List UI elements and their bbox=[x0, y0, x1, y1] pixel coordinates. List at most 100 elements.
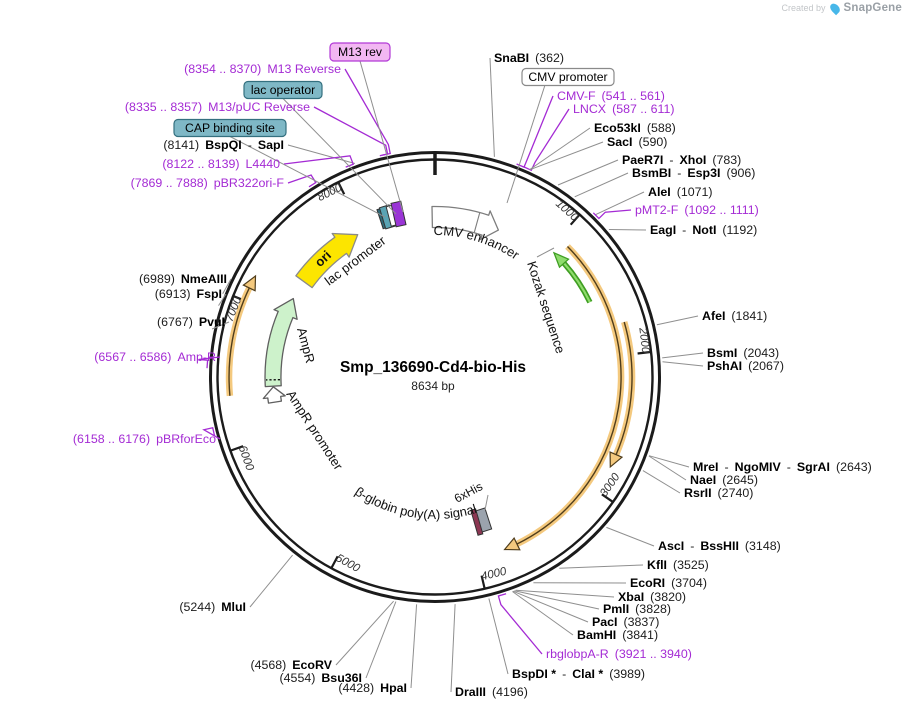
callout-line bbox=[557, 159, 619, 186]
features-layer bbox=[225, 200, 636, 551]
feature-band-ampr[interactable] bbox=[264, 297, 298, 388]
callout-line bbox=[365, 601, 397, 679]
primer-label-m13-puc-reverse[interactable]: (8335 .. 8357) M13/pUC Reverse bbox=[125, 100, 310, 114]
tick-8000 bbox=[337, 181, 346, 195]
plasmid-title: Smp_136690-Cd4-bio-His bbox=[340, 359, 526, 376]
enzyme-label-afei[interactable]: AfeI (1841) bbox=[702, 309, 767, 323]
orf-arrowhead-icon bbox=[609, 451, 624, 469]
enzyme-label-paer7i[interactable]: PaeR7I - XhoI (783) bbox=[622, 153, 741, 167]
enzyme-label-snabi[interactable]: SnaBI (362) bbox=[494, 51, 564, 65]
enzyme-label-naei[interactable]: NaeI (2645) bbox=[690, 473, 758, 487]
tick-5000 bbox=[330, 555, 339, 570]
primer-label-m13-reverse[interactable]: (8354 .. 8370) M13 Reverse bbox=[184, 62, 341, 76]
inner-label-kozak-sequence[interactable]: Kozak sequence bbox=[524, 259, 568, 355]
inner-label-ampr[interactable]: AmpR bbox=[294, 326, 318, 365]
feature-label-cap-binding-site[interactable]: CAP binding site bbox=[173, 118, 287, 138]
orf-arc-centerline bbox=[516, 246, 622, 545]
callout-line bbox=[606, 526, 655, 547]
orf-arc-orf-cds-outer[interactable] bbox=[515, 244, 625, 547]
enzyme-label-ecorv[interactable]: (4568) EcoRV bbox=[250, 658, 332, 672]
tick-label-2000: 2000 bbox=[636, 326, 651, 354]
callout-line bbox=[648, 455, 690, 468]
enzyme-label-bsu36i[interactable]: (4554) Bsu36I bbox=[280, 671, 362, 685]
band-divider bbox=[473, 212, 481, 233]
callout-line bbox=[648, 455, 687, 481]
primer-callout-line bbox=[313, 106, 389, 157]
enzyme-label-rsrii[interactable]: RsrII (2740) bbox=[684, 486, 753, 500]
enzyme-label-kfli[interactable]: KflI (3525) bbox=[647, 558, 709, 572]
callout-line bbox=[529, 127, 591, 171]
enzyme-label-mrei[interactable]: MreI - NgoMIV - SgrAI (2643) bbox=[693, 460, 872, 474]
tick-6000 bbox=[229, 445, 244, 452]
enzyme-label-saci[interactable]: SacI (590) bbox=[607, 135, 667, 149]
primer-label-pbr322ori-f[interactable]: (7869 .. 7888) pBR322ori-F bbox=[131, 176, 285, 190]
enzyme-label-eagi[interactable]: EagI - NotI (1192) bbox=[650, 223, 757, 237]
inner-label-6xhis[interactable]: 6xHis bbox=[452, 479, 485, 505]
primer-label-l4440[interactable]: (8122 .. 8139) L4440 bbox=[162, 157, 280, 171]
feature-band-ori[interactable] bbox=[295, 232, 359, 289]
primer-callout-line bbox=[497, 593, 543, 655]
enzyme-label-bsmbi[interactable]: BsmBI - Esp3I (906) bbox=[632, 166, 755, 180]
feature-band-ampr-promoter[interactable] bbox=[262, 386, 286, 404]
callout-line bbox=[514, 590, 600, 610]
primer-label-amp-r[interactable]: (6567 .. 6586) Amp-R bbox=[94, 350, 216, 364]
callout-line bbox=[642, 470, 681, 494]
inner-label-ampr-promoter[interactable]: AmpR promoter bbox=[283, 387, 346, 473]
primer-label-pbrforeco[interactable]: (6158 .. 6176) pBRforEco bbox=[73, 432, 216, 446]
enzyme-label-ecori[interactable]: EcoRI (3704) bbox=[630, 576, 707, 590]
enzyme-label-hpai[interactable]: (4428) HpaI bbox=[338, 681, 407, 695]
callout-line bbox=[506, 84, 546, 204]
m13-rev-box[interactable] bbox=[390, 200, 407, 228]
callout-line bbox=[662, 352, 704, 359]
enzyme-label-pmli[interactable]: PmlI (3828) bbox=[603, 602, 671, 616]
callout-line bbox=[512, 591, 574, 636]
tick-1000 bbox=[569, 213, 581, 226]
primer-callout-line bbox=[283, 155, 355, 168]
bio-tag-box[interactable] bbox=[470, 508, 484, 536]
feature-label-lac-operator[interactable]: lac operator bbox=[243, 80, 323, 100]
orf-arrowhead-icon bbox=[503, 537, 521, 551]
enzyme-label-bspdi[interactable]: BspDI * - ClaI * (3989) bbox=[512, 667, 645, 681]
feature-label-cmv-promoter[interactable]: CMV promoter bbox=[521, 67, 615, 87]
ring-layer bbox=[209, 151, 661, 603]
enzyme-label-nmeaiii[interactable]: (6989) NmeAIII bbox=[139, 272, 227, 286]
tick-label-4000: 4000 bbox=[480, 565, 508, 583]
enzyme-label-pvui[interactable]: (6767) PvuI bbox=[157, 315, 225, 329]
orf-arc-centerline bbox=[615, 321, 633, 455]
enzyme-label-xbai[interactable]: XbaI (3820) bbox=[618, 590, 686, 604]
callout-line bbox=[662, 361, 704, 367]
plasmid-backbone-ring bbox=[209, 151, 661, 603]
primer-label-lncx[interactable]: LNCX (587 .. 611) bbox=[573, 102, 675, 116]
feature-label-m13-rev[interactable]: M13 rev bbox=[329, 42, 391, 62]
primer-label-rbglobpa-r[interactable]: rbglobpA-R (3921 .. 3940) bbox=[546, 647, 692, 661]
enzyme-label-mlui[interactable]: (5244) MluI bbox=[179, 600, 246, 614]
enzyme-label-paci[interactable]: PacI (3837) bbox=[592, 615, 659, 629]
enzyme-label-bamhi[interactable]: BamHI (3841) bbox=[577, 628, 658, 642]
callout-line bbox=[574, 172, 629, 198]
svg-text:M13 rev: M13 rev bbox=[338, 45, 383, 59]
signal-arrowhead-icon bbox=[552, 251, 570, 269]
enzyme-label-alei[interactable]: AleI (1071) bbox=[648, 185, 713, 199]
callout-line bbox=[211, 321, 230, 330]
enzyme-label-bspqi[interactable]: (8141) BspQI - SapI bbox=[163, 138, 284, 152]
enzyme-label-bsmi[interactable]: BsmI (2043) bbox=[707, 346, 779, 360]
callout-line bbox=[282, 98, 397, 215]
enzyme-label-asci[interactable]: AscI - BssHII (3148) bbox=[658, 539, 781, 553]
feature-band-cmv-enhancer[interactable] bbox=[431, 205, 500, 241]
primer-callout-line bbox=[592, 209, 632, 220]
enzyme-label-eco53ki[interactable]: Eco53kI (588) bbox=[594, 121, 676, 135]
primer-callout-line bbox=[198, 356, 221, 369]
callout-line bbox=[249, 554, 293, 608]
enzyme-label-fspi[interactable]: (6913) FspI bbox=[155, 287, 222, 301]
watermark-brand: SnapGene bbox=[843, 2, 902, 14]
enzyme-label-draiii[interactable]: DraIII (4196) bbox=[455, 685, 528, 699]
primer-label-pmt2-f[interactable]: pMT2-F (1092 .. 1111) bbox=[635, 203, 759, 217]
callout-line bbox=[222, 278, 232, 295]
callout-layer bbox=[198, 57, 704, 693]
callout-line bbox=[594, 191, 645, 216]
svg-text:CMV promoter: CMV promoter bbox=[528, 70, 607, 84]
primer-label-cmv-f[interactable]: CMV-F (541 .. 561) bbox=[557, 89, 665, 103]
enzyme-label-pshai[interactable]: PshAI (2067) bbox=[707, 359, 784, 373]
